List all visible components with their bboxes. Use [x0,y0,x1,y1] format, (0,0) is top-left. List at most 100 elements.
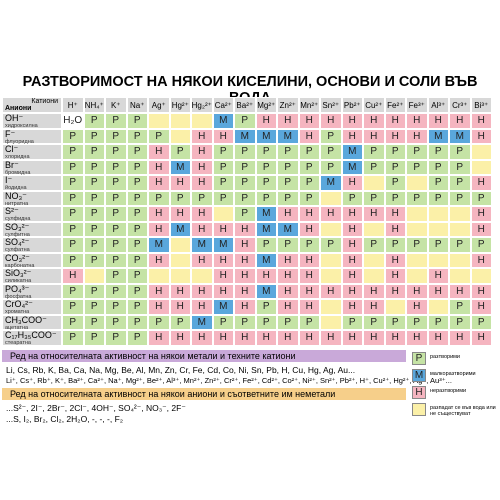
cell [427,221,449,237]
cell: Р [298,190,320,206]
anion-header: CrO₄²⁻ хроматна [2,299,62,315]
cell: Р [83,128,105,144]
anion-formula: CO₃²⁻ [5,252,30,263]
cell: М [255,221,277,237]
cell [406,221,428,237]
cell: Н [384,221,406,237]
cell: Р [277,159,299,175]
cell: Р [148,190,170,206]
cell: Р [470,190,492,206]
cell: Р [83,206,105,222]
cell: Р [449,190,471,206]
cell: М [191,237,213,253]
legend-swatch: Н [412,386,426,399]
cell: Р [62,206,84,222]
cell: Р [62,314,84,330]
cell: Р [126,314,148,330]
cell: Р [169,190,191,206]
cell: Р [384,144,406,160]
cell: Р [255,237,277,253]
cell [83,268,105,284]
cell: Р [298,175,320,191]
cell: Р [363,144,385,160]
legend-text: неразтворими [430,388,467,394]
cell: Р [406,314,428,330]
cell [363,252,385,268]
cell: Р [83,237,105,253]
anion-formula: PO₄³⁻ [5,283,30,294]
cell: Н [363,283,385,299]
cell: Р [83,175,105,191]
anion-header: PO₄³⁻ фосфатна [2,283,62,300]
cell: Н [148,299,170,315]
cell: Н [449,113,471,129]
cell: Н [191,159,213,175]
cell: Н [191,206,213,222]
corner-cations: Катиони [31,98,58,105]
cell: Н [470,206,492,222]
cell: Н [363,299,385,315]
metals-ions: Li⁺, Cs⁺, Rb⁺, K⁺, Ba²⁺, Ca²⁺, Na⁺, Mg²⁺… [6,376,452,385]
anion-header: SO₃²⁻ сулфитна [2,221,62,238]
cell [449,252,471,268]
cell: Р [126,283,148,299]
cation-header: K⁺ [105,97,127,113]
cell: Н [341,330,363,346]
cell: Р [83,330,105,346]
cell: Н [406,299,428,315]
cell: Н [212,252,234,268]
anion-formula: CH₃COO⁻ [5,314,47,325]
cell: Р [298,144,320,160]
cell: Н [234,221,256,237]
cell: Р [427,144,449,160]
cell: Р [234,175,256,191]
cell: Р [105,283,127,299]
cation-header: NH₄⁺ [83,97,105,113]
cell: Н [298,221,320,237]
cell: Р [83,190,105,206]
cell: Р [105,330,127,346]
cell: Р [449,314,471,330]
cell [406,252,428,268]
cell: М [148,237,170,253]
cell: Р [363,159,385,175]
corner: Катиони Аниони [2,97,62,113]
cell: Н [298,128,320,144]
cell: Н [341,237,363,253]
cell: Н [191,175,213,191]
cell: Р [406,190,428,206]
cell: Р [384,237,406,253]
cell: Р [62,175,84,191]
corner-anions: Аниони [5,105,32,112]
cell: Н [384,330,406,346]
cation-header: Hg²⁺ [169,97,191,113]
cell: Н [470,299,492,315]
legend-swatch: М [412,369,426,382]
cell: Н [384,252,406,268]
anion-formula: S²⁻ [5,206,19,216]
cell: М [277,128,299,144]
cell: Н [427,330,449,346]
cell: Р [363,237,385,253]
cell: Р [234,159,256,175]
anion-name: нитратна [5,200,29,207]
anion-formula: CrO₄²⁻ [5,299,33,309]
cell: Н [191,144,213,160]
cation-header: Fe³⁺ [406,97,428,113]
cell: Н [470,252,492,268]
cell: Р [427,237,449,253]
cell: Н [277,206,299,222]
cell: Н [212,221,234,237]
cell: Н [320,113,342,129]
anion-formula: SO₄²⁻ [5,237,30,247]
cell: Р [126,175,148,191]
anion-name: хидроксилна [5,123,38,129]
cell: Н [384,113,406,129]
cell: Р [83,283,105,299]
cell: Р [320,128,342,144]
cell: Р [212,314,234,330]
cell: М [169,159,191,175]
cell: Р [62,252,84,268]
cell: Н [363,330,385,346]
cell: Н [363,206,385,222]
